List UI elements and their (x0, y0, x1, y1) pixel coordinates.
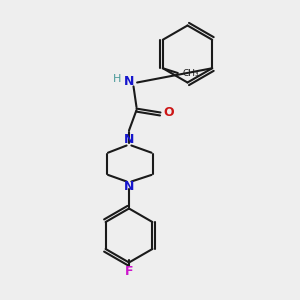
Text: N: N (124, 133, 134, 146)
Text: CH₃: CH₃ (183, 69, 199, 78)
Text: H: H (113, 74, 121, 85)
Text: N: N (124, 75, 134, 88)
Text: F: F (125, 265, 133, 278)
Text: N: N (124, 180, 134, 194)
Text: O: O (164, 106, 174, 119)
